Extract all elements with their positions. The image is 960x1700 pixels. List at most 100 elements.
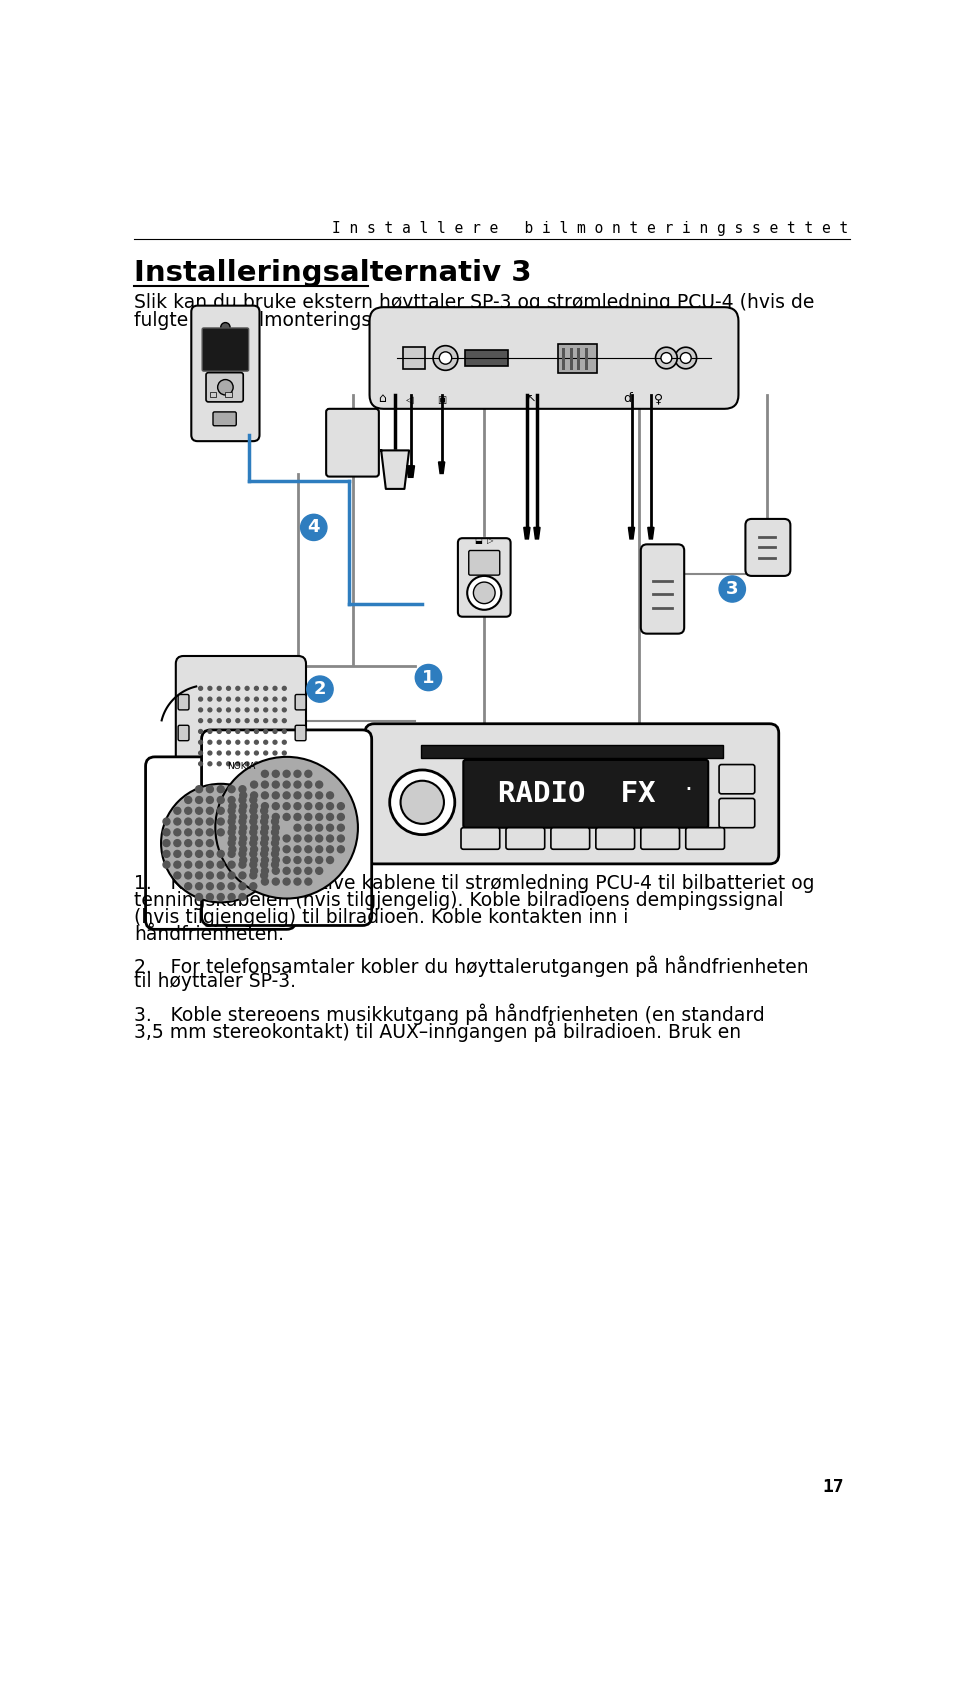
Circle shape — [196, 882, 203, 889]
Circle shape — [264, 719, 268, 722]
Circle shape — [261, 840, 268, 847]
Circle shape — [294, 847, 301, 853]
Circle shape — [675, 347, 697, 369]
FancyBboxPatch shape — [403, 347, 424, 369]
Circle shape — [326, 802, 333, 809]
Circle shape — [184, 808, 192, 814]
Circle shape — [208, 719, 212, 722]
FancyBboxPatch shape — [465, 350, 508, 366]
Text: ─: ─ — [408, 403, 413, 413]
Circle shape — [208, 740, 212, 745]
Circle shape — [236, 740, 240, 745]
Circle shape — [273, 802, 279, 809]
Polygon shape — [534, 527, 540, 539]
Text: I n s t a l l e r e   b i l m o n t e r i n g s s e t t e t: I n s t a l l e r e b i l m o n t e r i … — [332, 221, 849, 236]
Circle shape — [254, 707, 258, 712]
Circle shape — [239, 882, 246, 889]
Circle shape — [228, 785, 235, 792]
Circle shape — [261, 780, 269, 789]
Polygon shape — [524, 527, 530, 539]
Circle shape — [236, 719, 240, 722]
FancyBboxPatch shape — [458, 539, 511, 617]
Circle shape — [305, 835, 312, 841]
Circle shape — [206, 797, 213, 804]
FancyBboxPatch shape — [370, 308, 738, 408]
Circle shape — [250, 862, 256, 869]
Circle shape — [300, 515, 327, 541]
Circle shape — [199, 719, 203, 722]
Circle shape — [273, 857, 279, 864]
FancyBboxPatch shape — [551, 828, 589, 850]
Circle shape — [196, 785, 203, 792]
Circle shape — [283, 835, 290, 841]
Circle shape — [283, 780, 290, 789]
Circle shape — [228, 847, 236, 853]
Circle shape — [264, 697, 268, 700]
Circle shape — [282, 751, 286, 755]
Circle shape — [273, 719, 276, 722]
Circle shape — [273, 847, 279, 853]
Circle shape — [218, 379, 233, 394]
Circle shape — [174, 808, 180, 814]
Circle shape — [250, 797, 256, 804]
Circle shape — [228, 882, 235, 889]
FancyBboxPatch shape — [719, 765, 755, 794]
Circle shape — [217, 797, 225, 804]
FancyBboxPatch shape — [464, 760, 708, 828]
Circle shape — [264, 687, 268, 690]
Circle shape — [294, 835, 301, 841]
Circle shape — [199, 751, 203, 755]
Text: 3: 3 — [726, 580, 738, 598]
Circle shape — [337, 814, 345, 821]
Circle shape — [228, 818, 235, 824]
Circle shape — [254, 719, 258, 722]
Text: fulgte med bilmonteringssettet):: fulgte med bilmonteringssettet): — [134, 311, 440, 330]
Circle shape — [326, 847, 333, 853]
Circle shape — [239, 818, 246, 824]
Circle shape — [294, 814, 301, 821]
Circle shape — [217, 894, 225, 901]
Circle shape — [283, 814, 290, 821]
FancyBboxPatch shape — [295, 726, 306, 741]
Circle shape — [206, 785, 213, 792]
Circle shape — [273, 751, 276, 755]
Circle shape — [440, 352, 452, 364]
Circle shape — [294, 780, 301, 789]
FancyBboxPatch shape — [326, 408, 379, 476]
Circle shape — [245, 697, 249, 700]
Circle shape — [282, 719, 286, 722]
Circle shape — [163, 862, 170, 869]
Circle shape — [239, 808, 246, 814]
Circle shape — [208, 751, 212, 755]
Circle shape — [163, 830, 170, 836]
Circle shape — [305, 770, 312, 777]
Circle shape — [660, 352, 672, 364]
Circle shape — [261, 847, 269, 853]
Circle shape — [196, 818, 203, 824]
Circle shape — [261, 770, 269, 777]
Circle shape — [184, 862, 192, 869]
Circle shape — [228, 814, 236, 821]
Circle shape — [305, 857, 312, 864]
Circle shape — [294, 867, 301, 874]
Circle shape — [217, 719, 221, 722]
Circle shape — [240, 824, 247, 831]
Circle shape — [719, 576, 745, 602]
Circle shape — [273, 762, 276, 765]
Circle shape — [251, 847, 257, 853]
Circle shape — [199, 697, 203, 700]
Circle shape — [468, 576, 501, 610]
Circle shape — [245, 740, 249, 745]
Circle shape — [240, 857, 247, 864]
Circle shape — [283, 867, 290, 874]
Polygon shape — [439, 462, 444, 474]
Circle shape — [196, 797, 203, 804]
Circle shape — [250, 882, 256, 889]
Circle shape — [251, 867, 257, 874]
FancyBboxPatch shape — [641, 828, 680, 850]
Circle shape — [174, 830, 180, 836]
Circle shape — [251, 857, 257, 864]
Text: ·: · — [684, 779, 693, 802]
Circle shape — [217, 818, 225, 824]
FancyBboxPatch shape — [685, 828, 725, 850]
